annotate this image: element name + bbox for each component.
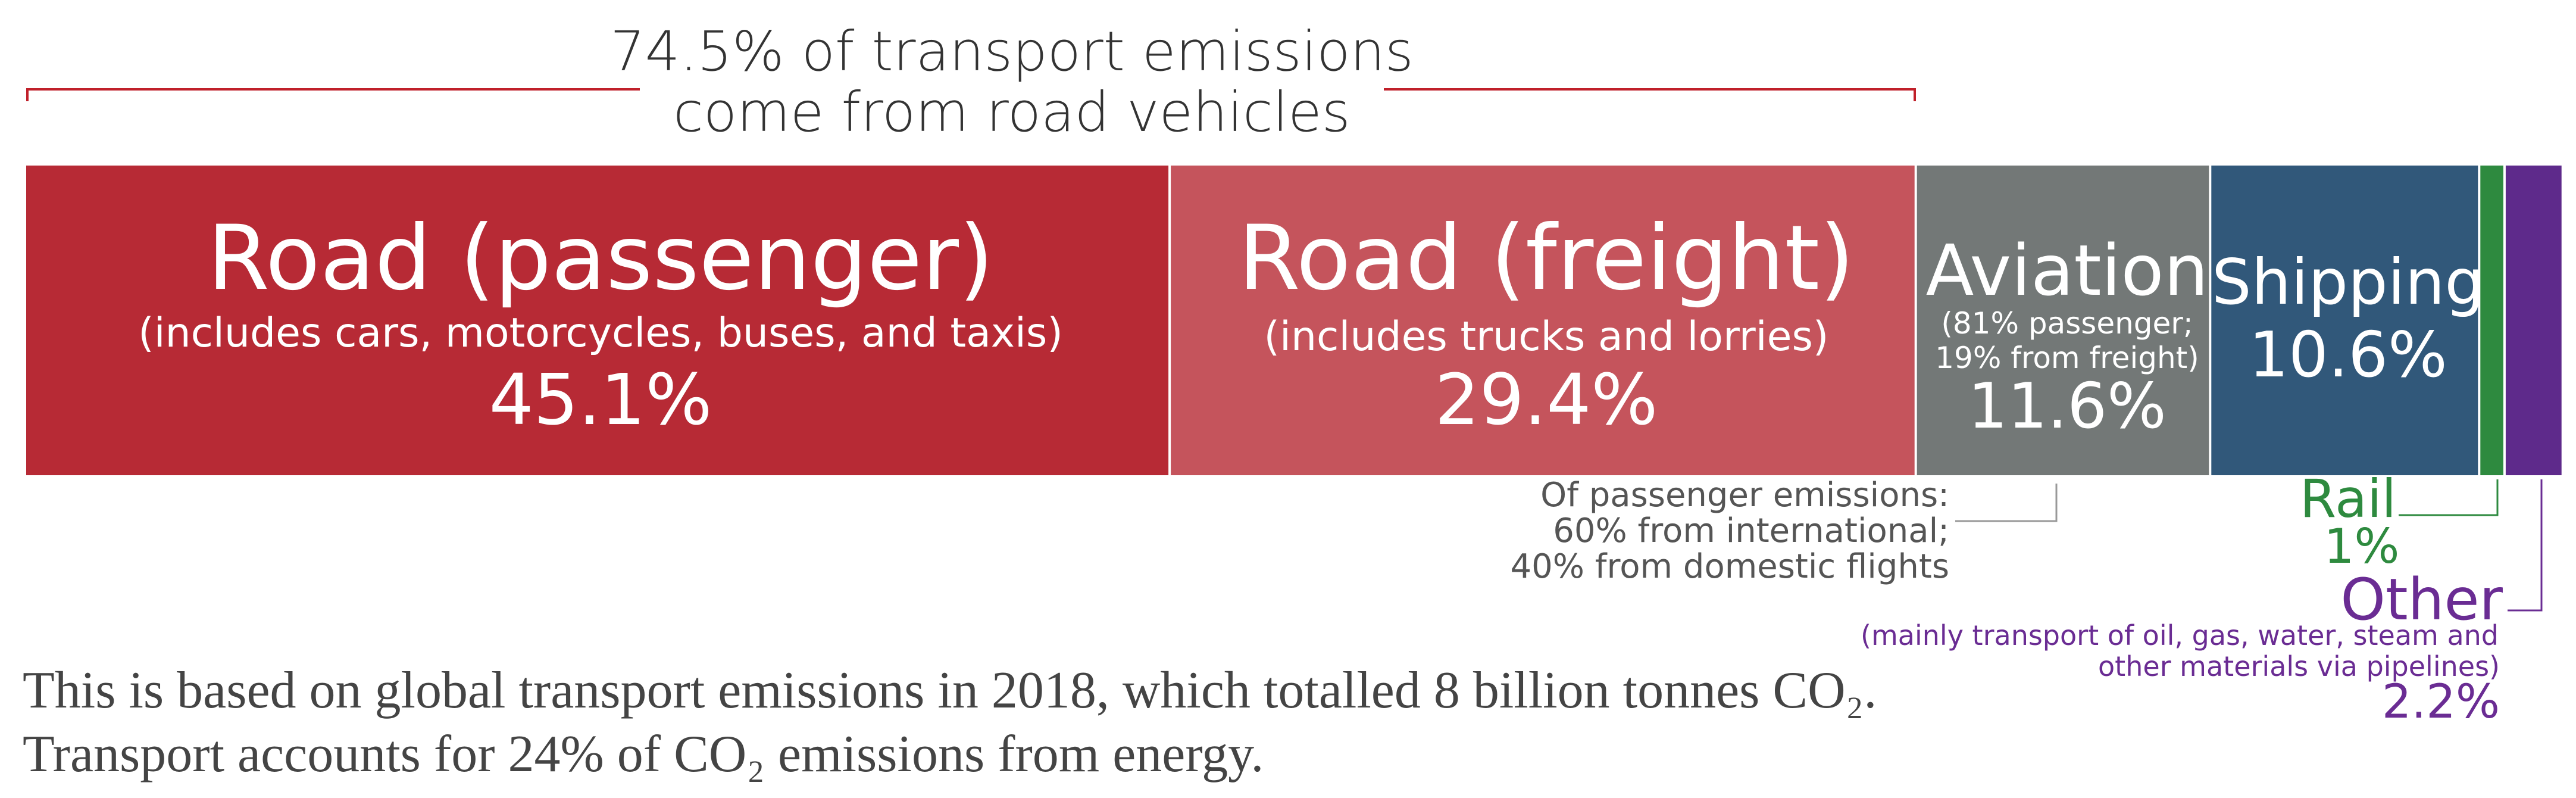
bar-segment-aviation <box>1917 166 2209 475</box>
rail-value: 1% <box>2324 519 2400 574</box>
other-desc-line-1: (mainly transport of oil, gas, water, st… <box>1861 619 2499 652</box>
footer-line-2: Transport accounts for 24% of CO₂ emissi… <box>23 725 1264 783</box>
aviation-subtitle-1: (81% passenger; <box>1941 306 2193 341</box>
other-name: Other <box>2340 566 2503 633</box>
segment-labels: Road (passenger) (includes cars, motorcy… <box>138 207 2484 442</box>
aviation-note-line-3: 40% from domestic flights <box>1511 547 1950 586</box>
header-line-2: come from road vehicles <box>673 80 1350 144</box>
road-passenger-label: Road (passenger) <box>207 207 993 310</box>
aviation-note-line-2: 60% from international; <box>1553 512 1949 550</box>
aviation-note-leader <box>1955 484 2058 522</box>
road-passenger-value: 45.1% <box>489 359 712 441</box>
aviation-subtitle-2: 19% from freight) <box>1935 341 2199 375</box>
other-value: 2.2% <box>2382 675 2500 729</box>
other-annotation: Other (mainly transport of oil, gas, wat… <box>1861 479 2543 729</box>
bar-segment-road-freight <box>1171 166 1915 475</box>
shipping-value: 10.6% <box>2249 319 2447 391</box>
aviation-note-line-1: Of passenger emissions: <box>1540 476 1949 515</box>
rail-leader <box>2399 479 2499 516</box>
aviation-label: Aviation <box>1926 229 2209 311</box>
aviation-note: Of passenger emissions: 60% from interna… <box>1511 476 2058 586</box>
bracket-right-line <box>1384 88 1916 101</box>
rail-name: Rail <box>2300 468 2396 529</box>
road-freight-value: 29.4% <box>1435 359 1658 441</box>
bar-segment-road-passenger <box>26 166 1169 475</box>
shipping-label: Shipping <box>2212 246 2484 319</box>
aviation-value: 11.6% <box>1968 370 2167 442</box>
bracket-left-line <box>26 88 640 101</box>
road-freight-label: Road (freight) <box>1238 207 1854 310</box>
other-desc-line-2: other materials via pipelines) <box>2098 650 2500 682</box>
header-line-1: 74.5% of transport emissions <box>610 20 1414 83</box>
road-freight-subtitle: (includes trucks and lorries) <box>1264 313 1829 360</box>
road-passenger-subtitle: (includes cars, motorcycles, buses, and … <box>138 310 1063 357</box>
bar-segment-rail <box>2480 166 2503 475</box>
bar-segment-other <box>2505 166 2562 475</box>
other-leader <box>2508 479 2543 612</box>
rail-annotation: Rail 1% <box>2300 468 2499 574</box>
road-bracket <box>26 88 1916 101</box>
footer-line-1: This is based on global transport emissi… <box>23 662 1877 719</box>
bar-segment-shipping <box>2211 166 2478 475</box>
stacked-bar <box>26 166 2562 475</box>
